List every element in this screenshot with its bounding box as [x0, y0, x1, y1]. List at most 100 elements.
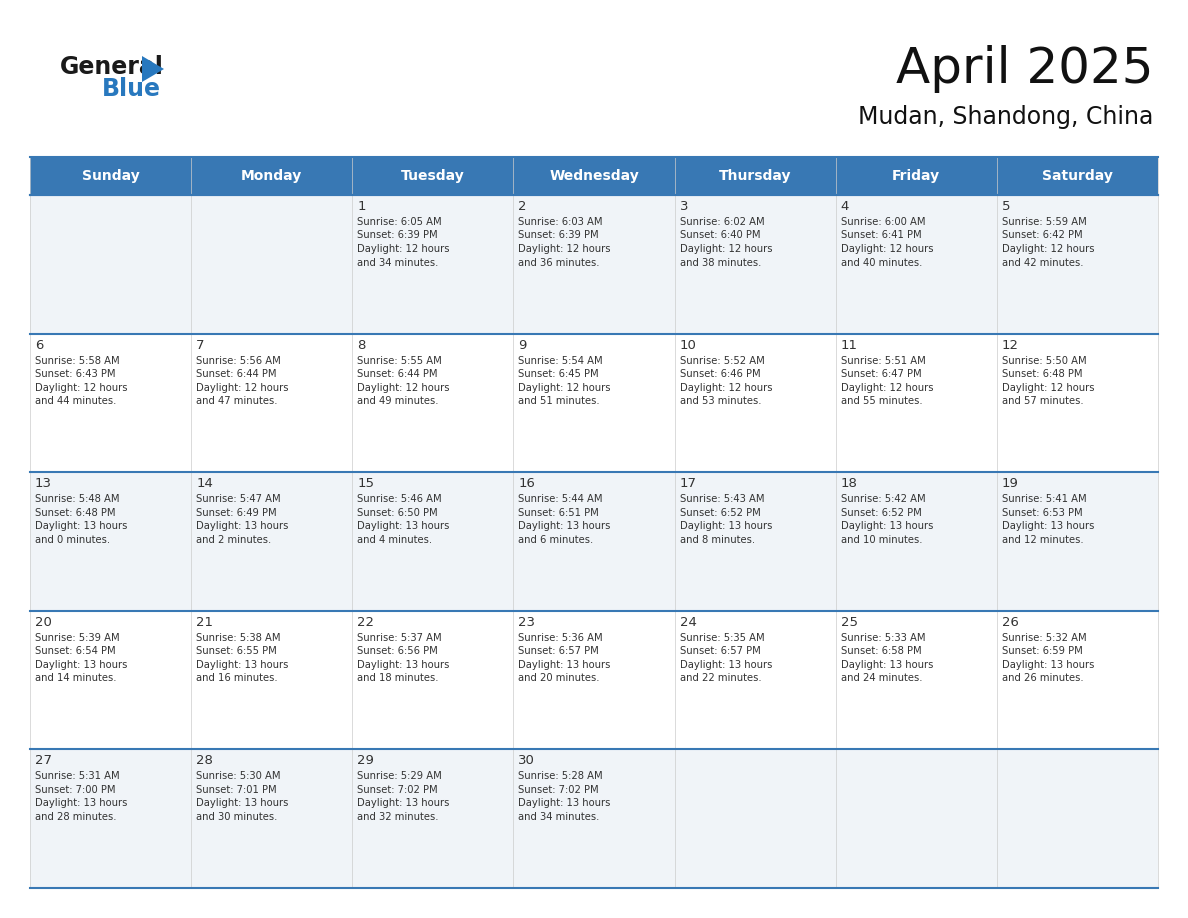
Text: Sunrise: 5:36 AM: Sunrise: 5:36 AM [518, 633, 604, 643]
Text: Saturday: Saturday [1042, 169, 1113, 183]
Text: Daylight: 13 hours: Daylight: 13 hours [358, 660, 450, 670]
Text: Sunrise: 5:43 AM: Sunrise: 5:43 AM [680, 494, 764, 504]
Text: 14: 14 [196, 477, 213, 490]
Text: 20: 20 [34, 616, 52, 629]
Text: Sunset: 6:44 PM: Sunset: 6:44 PM [358, 369, 438, 379]
Text: April 2025: April 2025 [896, 45, 1154, 93]
Text: Sunrise: 5:46 AM: Sunrise: 5:46 AM [358, 494, 442, 504]
Text: Daylight: 13 hours: Daylight: 13 hours [1001, 521, 1094, 532]
Text: 29: 29 [358, 755, 374, 767]
Text: 4: 4 [841, 200, 849, 213]
Text: and 26 minutes.: and 26 minutes. [1001, 673, 1083, 683]
Text: Daylight: 12 hours: Daylight: 12 hours [841, 244, 934, 254]
Text: and 40 minutes.: and 40 minutes. [841, 258, 922, 267]
Text: Daylight: 12 hours: Daylight: 12 hours [1001, 383, 1094, 393]
Text: Sunset: 6:51 PM: Sunset: 6:51 PM [518, 508, 599, 518]
Text: and 49 minutes.: and 49 minutes. [358, 396, 438, 406]
Text: Sunset: 6:48 PM: Sunset: 6:48 PM [1001, 369, 1082, 379]
Text: and 34 minutes.: and 34 minutes. [518, 812, 600, 822]
Text: 27: 27 [34, 755, 52, 767]
Text: Sunrise: 5:32 AM: Sunrise: 5:32 AM [1001, 633, 1087, 643]
Text: General: General [61, 55, 164, 79]
Text: Sunset: 6:57 PM: Sunset: 6:57 PM [680, 646, 760, 656]
Text: 21: 21 [196, 616, 213, 629]
Text: Sunset: 6:49 PM: Sunset: 6:49 PM [196, 508, 277, 518]
Text: Sunrise: 5:44 AM: Sunrise: 5:44 AM [518, 494, 604, 504]
Text: and 51 minutes.: and 51 minutes. [518, 396, 600, 406]
Text: Sunset: 6:55 PM: Sunset: 6:55 PM [196, 646, 277, 656]
Text: Daylight: 12 hours: Daylight: 12 hours [358, 383, 450, 393]
Text: Sunrise: 5:54 AM: Sunrise: 5:54 AM [518, 355, 604, 365]
Text: and 12 minutes.: and 12 minutes. [1001, 534, 1083, 544]
Text: 11: 11 [841, 339, 858, 352]
Text: Blue: Blue [102, 77, 162, 101]
Text: and 14 minutes.: and 14 minutes. [34, 673, 116, 683]
Text: Sunset: 6:46 PM: Sunset: 6:46 PM [680, 369, 760, 379]
Text: Sunrise: 5:39 AM: Sunrise: 5:39 AM [34, 633, 120, 643]
Text: Sunrise: 6:02 AM: Sunrise: 6:02 AM [680, 217, 764, 227]
Text: Sunrise: 6:00 AM: Sunrise: 6:00 AM [841, 217, 925, 227]
Text: Sunrise: 5:56 AM: Sunrise: 5:56 AM [196, 355, 280, 365]
Text: and 47 minutes.: and 47 minutes. [196, 396, 278, 406]
Text: Daylight: 12 hours: Daylight: 12 hours [358, 244, 450, 254]
Text: Daylight: 13 hours: Daylight: 13 hours [358, 799, 450, 809]
Bar [30, 333, 1158, 472]
Text: Daylight: 12 hours: Daylight: 12 hours [680, 244, 772, 254]
Text: and 32 minutes.: and 32 minutes. [358, 812, 438, 822]
Polygon shape [143, 56, 164, 82]
Text: Sunrise: 5:52 AM: Sunrise: 5:52 AM [680, 355, 764, 365]
Text: Sunset: 6:48 PM: Sunset: 6:48 PM [34, 508, 115, 518]
Text: Daylight: 13 hours: Daylight: 13 hours [518, 660, 611, 670]
Text: Sunrise: 6:03 AM: Sunrise: 6:03 AM [518, 217, 604, 227]
Text: Daylight: 12 hours: Daylight: 12 hours [34, 383, 127, 393]
Text: Thursday: Thursday [719, 169, 791, 183]
Text: 16: 16 [518, 477, 536, 490]
Text: Daylight: 12 hours: Daylight: 12 hours [841, 383, 934, 393]
Text: Daylight: 13 hours: Daylight: 13 hours [518, 521, 611, 532]
Text: 22: 22 [358, 616, 374, 629]
Text: Daylight: 13 hours: Daylight: 13 hours [1001, 660, 1094, 670]
Text: and 2 minutes.: and 2 minutes. [196, 534, 271, 544]
Text: Sunset: 7:02 PM: Sunset: 7:02 PM [358, 785, 438, 795]
Text: Sunset: 6:42 PM: Sunset: 6:42 PM [1001, 230, 1082, 241]
Text: 7: 7 [196, 339, 204, 352]
Bar [30, 472, 1158, 610]
Text: and 24 minutes.: and 24 minutes. [841, 673, 922, 683]
Text: Sunset: 6:57 PM: Sunset: 6:57 PM [518, 646, 599, 656]
Text: Monday: Monday [241, 169, 302, 183]
Text: Sunset: 6:40 PM: Sunset: 6:40 PM [680, 230, 760, 241]
Text: 26: 26 [1001, 616, 1019, 629]
Text: Daylight: 12 hours: Daylight: 12 hours [680, 383, 772, 393]
Text: 13: 13 [34, 477, 52, 490]
Text: and 22 minutes.: and 22 minutes. [680, 673, 762, 683]
Text: and 36 minutes.: and 36 minutes. [518, 258, 600, 267]
Text: Sunrise: 5:50 AM: Sunrise: 5:50 AM [1001, 355, 1087, 365]
Text: 17: 17 [680, 477, 696, 490]
Text: Sunset: 7:01 PM: Sunset: 7:01 PM [196, 785, 277, 795]
Text: Sunrise: 5:28 AM: Sunrise: 5:28 AM [518, 771, 604, 781]
Text: Sunrise: 5:59 AM: Sunrise: 5:59 AM [1001, 217, 1087, 227]
Text: Daylight: 13 hours: Daylight: 13 hours [680, 660, 772, 670]
Text: and 42 minutes.: and 42 minutes. [1001, 258, 1083, 267]
Text: Sunrise: 5:58 AM: Sunrise: 5:58 AM [34, 355, 120, 365]
Text: Wednesday: Wednesday [549, 169, 639, 183]
Text: and 0 minutes.: and 0 minutes. [34, 534, 110, 544]
Text: 12: 12 [1001, 339, 1019, 352]
Text: and 28 minutes.: and 28 minutes. [34, 812, 116, 822]
Text: Sunrise: 5:31 AM: Sunrise: 5:31 AM [34, 771, 120, 781]
Text: and 38 minutes.: and 38 minutes. [680, 258, 762, 267]
Text: and 34 minutes.: and 34 minutes. [358, 258, 438, 267]
Text: 3: 3 [680, 200, 688, 213]
Text: Sunrise: 5:55 AM: Sunrise: 5:55 AM [358, 355, 442, 365]
Text: Sunset: 7:00 PM: Sunset: 7:00 PM [34, 785, 115, 795]
Text: Sunset: 6:44 PM: Sunset: 6:44 PM [196, 369, 277, 379]
Text: 19: 19 [1001, 477, 1019, 490]
Text: Sunrise: 5:37 AM: Sunrise: 5:37 AM [358, 633, 442, 643]
Text: Sunrise: 5:30 AM: Sunrise: 5:30 AM [196, 771, 280, 781]
Text: 5: 5 [1001, 200, 1010, 213]
Text: Daylight: 13 hours: Daylight: 13 hours [841, 660, 933, 670]
Bar [30, 610, 1158, 749]
Text: Friday: Friday [892, 169, 941, 183]
Text: Sunset: 6:59 PM: Sunset: 6:59 PM [1001, 646, 1082, 656]
Bar [30, 157, 1158, 195]
